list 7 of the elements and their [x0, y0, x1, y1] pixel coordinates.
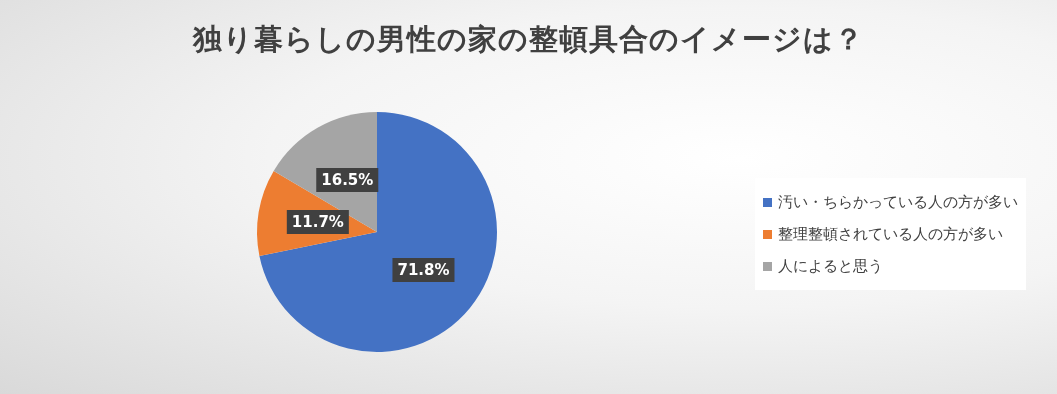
- chart-title: 独り暮らしの男性の家の整頓具合のイメージは？: [191, 21, 865, 58]
- legend-label: 汚い・ちらかっている人の方が多い: [778, 192, 1018, 212]
- data-label: 11.7%: [291, 212, 344, 231]
- legend-label: 整理整頓されている人の方が多い: [778, 224, 1003, 244]
- legend-label: 人によると思う: [778, 256, 883, 276]
- data-label: 71.8%: [397, 260, 450, 279]
- data-label: 16.5%: [321, 170, 374, 189]
